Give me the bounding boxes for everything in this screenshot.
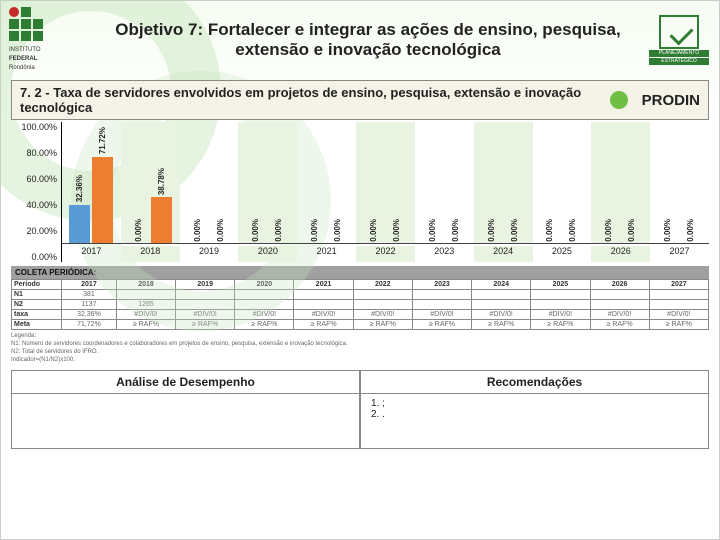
plan-label-1: PLANEJAMENTO: [649, 50, 709, 57]
analise-box: Análise de Desempenho: [11, 370, 360, 449]
logo-text-2: FEDERAL: [9, 56, 87, 63]
bar-label: 0.00%: [193, 219, 202, 242]
x-category: 2026: [591, 246, 650, 262]
bar-label: 0.00%: [686, 219, 695, 242]
bar-label: 38.78%: [157, 168, 166, 195]
rec-line-2: 2. .: [371, 409, 698, 420]
y-tick: 80.00%: [26, 148, 57, 158]
bar-label: 0.00%: [216, 219, 225, 242]
bar-label: 0.00%: [333, 219, 342, 242]
coleta-header: COLETA PERIÓDICA:: [11, 266, 709, 279]
bar-label: 0.00%: [451, 219, 460, 242]
analise-header: Análise de Desempenho: [12, 371, 359, 394]
x-category: 2017: [62, 246, 121, 262]
logo-text-3: Rondônia: [9, 65, 87, 72]
bar-label: 0.00%: [369, 219, 378, 242]
prodin-label: PRODIN: [642, 92, 700, 109]
bar-label: 71.72%: [98, 127, 107, 154]
bar-label: 0.00%: [487, 219, 496, 242]
x-category: 2021: [297, 246, 356, 262]
x-category: 2019: [180, 246, 239, 262]
bar-label: 0.00%: [604, 219, 613, 242]
bar-label: 0.00%: [663, 219, 672, 242]
bar-chart: 100.00% 80.00% 60.00% 40.00% 20.00% 0.00% 32.…: [11, 122, 709, 262]
indicator-title: 7. 2 - Taxa de servidores envolvidos em …: [20, 85, 610, 115]
page-title: Objetivo 7: Fortalecer e integrar as açõ…: [87, 20, 649, 60]
plan-label-2: ESTRATÉGICO: [649, 58, 709, 65]
bar-label: 0.00%: [392, 219, 401, 242]
x-category: 2023: [415, 246, 474, 262]
y-tick: 0.00%: [31, 252, 57, 262]
y-tick: 20.00%: [26, 226, 57, 236]
logo: INSTITUTO FEDERAL Rondônia: [9, 7, 87, 72]
rec-line-1: 1. ;: [371, 398, 698, 409]
bar-label: 32.36%: [75, 175, 84, 202]
check-icon: [659, 15, 699, 49]
x-category: 2027: [650, 246, 709, 262]
y-tick: 100.00%: [21, 122, 57, 132]
bar-label: 0.00%: [134, 219, 143, 242]
logo-text-1: INSTITUTO: [9, 47, 87, 54]
plan-badge: PLANEJAMENTO ESTRATÉGICO: [649, 15, 709, 65]
legend: Legenda:N1: Número de servidores coorden…: [11, 332, 709, 364]
bar: 32.36%: [69, 205, 90, 244]
bar-label: 0.00%: [251, 219, 260, 242]
x-category: 2018: [121, 246, 180, 262]
bar-label: 0.00%: [274, 219, 283, 242]
bar-label: 0.00%: [510, 219, 519, 242]
bar: 38.78%: [151, 197, 172, 244]
x-category: 2025: [533, 246, 592, 262]
x-category: 2022: [356, 246, 415, 262]
bar-label: 0.00%: [627, 219, 636, 242]
bar-label: 0.00%: [545, 219, 554, 242]
y-tick: 40.00%: [26, 200, 57, 210]
bar-label: 0.00%: [310, 219, 319, 242]
y-tick: 60.00%: [26, 174, 57, 184]
coleta-table: Período201720182019202020212022202320242…: [11, 279, 709, 330]
x-category: 2020: [238, 246, 297, 262]
bar-label: 0.00%: [568, 219, 577, 242]
bar-label: 0.00%: [428, 219, 437, 242]
recomendacoes-box: Recomendações 1. ; 2. .: [360, 370, 709, 449]
bar: 71.72%: [92, 157, 113, 244]
status-dot-icon: [610, 91, 628, 109]
x-category: 2024: [474, 246, 533, 262]
recomendacoes-header: Recomendações: [361, 371, 708, 394]
